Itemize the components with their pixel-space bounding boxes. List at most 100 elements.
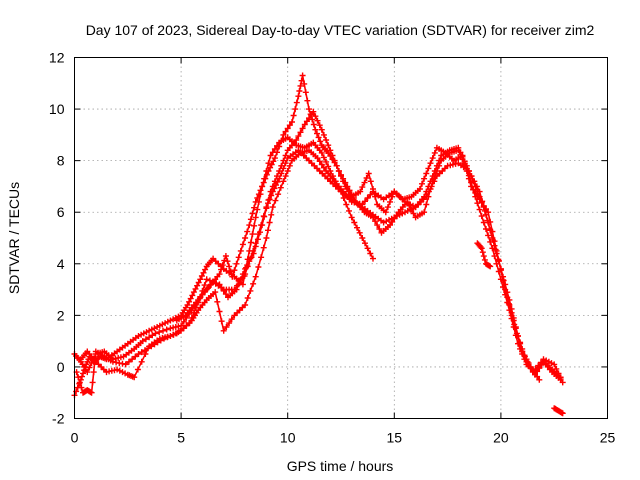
data-point-marker	[88, 389, 95, 396]
data-point-marker	[301, 80, 308, 87]
data-point-marker	[154, 339, 161, 346]
x-tick-label: 25	[600, 430, 616, 446]
data-point-marker	[254, 195, 261, 201]
data-point-marker	[203, 276, 210, 283]
data-point-marker	[267, 164, 274, 171]
data-point-marker	[309, 116, 316, 123]
data-point-marker	[216, 271, 223, 278]
data-point-marker	[210, 278, 217, 285]
data-point-marker	[367, 178, 374, 185]
data-point-marker	[483, 226, 489, 232]
data-point-marker	[267, 152, 274, 159]
data-point-marker	[534, 373, 541, 380]
data-point-marker	[314, 130, 320, 137]
data-point-marker	[218, 318, 225, 325]
data-point-marker	[536, 376, 543, 383]
data-point-marker	[459, 156, 466, 163]
data-point-marker	[275, 191, 282, 198]
chart-title: Day 107 of 2023, Sidereal Day-to-day VTE…	[86, 22, 595, 38]
data-point-marker	[199, 287, 206, 294]
data-point-marker	[278, 162, 285, 169]
data-point-marker	[331, 157, 338, 164]
data-point-marker	[508, 315, 515, 322]
data-point-marker	[455, 147, 462, 154]
data-point-marker	[316, 122, 323, 129]
data-point-marker	[202, 266, 209, 273]
data-point-marker	[299, 72, 306, 79]
data-point-marker	[276, 168, 283, 174]
data-point-marker	[423, 170, 430, 177]
data-point-marker	[250, 280, 257, 287]
data-point-marker	[277, 184, 284, 191]
data-point-marker	[190, 289, 197, 296]
x-tick-label: 15	[387, 430, 403, 446]
data-point-marker	[190, 309, 197, 316]
data-point-marker	[219, 262, 226, 269]
data-point-marker	[265, 168, 272, 174]
data-point-marker	[265, 197, 272, 203]
series-track-f	[551, 405, 566, 417]
plot-frame	[74, 57, 608, 419]
data-point-marker	[271, 178, 278, 185]
data-point-marker	[480, 202, 487, 209]
data-point-marker	[183, 322, 190, 329]
data-point-marker	[249, 210, 256, 217]
data-point-marker	[268, 211, 275, 218]
data-point-marker	[329, 152, 336, 159]
data-point-marker	[427, 160, 434, 167]
data-point-marker	[521, 356, 528, 363]
data-point-marker	[270, 158, 277, 165]
data-point-marker	[491, 253, 498, 260]
data-point-marker	[280, 131, 287, 138]
data-point-marker	[223, 324, 230, 330]
data-point-marker	[251, 204, 258, 211]
data-point-marker	[362, 198, 368, 205]
data-point-marker	[351, 219, 358, 226]
data-point-marker	[327, 147, 334, 154]
data-point-marker	[389, 193, 396, 200]
data-point-marker	[419, 180, 425, 187]
data-point-marker	[370, 186, 376, 192]
data-point-marker	[229, 273, 236, 280]
data-point-marker	[387, 198, 393, 205]
data-point-marker	[504, 299, 511, 306]
data-point-marker	[184, 302, 191, 308]
data-point-marker	[557, 374, 564, 381]
data-point-marker	[423, 201, 430, 208]
data-point-marker	[479, 249, 486, 256]
data-point-marker	[259, 183, 266, 190]
label-layer: 0 5 10 15 20 25 -2 0 2 4 6 8 10 12	[49, 50, 616, 446]
data-point-marker	[310, 121, 317, 128]
data-point-marker	[382, 209, 389, 216]
data-point-marker	[260, 179, 267, 186]
data-point-marker	[284, 168, 291, 174]
x-axis-title: GPS time / hours	[287, 458, 394, 474]
data-point-marker	[335, 168, 342, 174]
data-point-marker	[431, 149, 438, 156]
x-tick-label: 0	[71, 430, 79, 446]
data-point-marker	[308, 111, 315, 118]
data-point-marker	[421, 175, 428, 182]
data-point-marker	[226, 263, 233, 270]
data-point-marker	[139, 338, 146, 345]
data-point-marker	[408, 206, 415, 213]
data-point-marker	[160, 327, 166, 334]
data-point-marker	[194, 282, 201, 289]
data-point-marker	[393, 212, 400, 219]
data-point-marker	[303, 118, 310, 125]
data-point-marker	[476, 196, 483, 203]
data-point-marker	[274, 149, 280, 156]
data-point-marker	[497, 276, 504, 283]
data-point-marker	[247, 287, 254, 294]
data-point-marker	[167, 333, 174, 339]
data-point-marker	[75, 374, 82, 381]
data-point-marker	[145, 345, 152, 352]
data-point-marker	[156, 329, 163, 336]
data-point-marker	[370, 214, 376, 221]
data-point-marker	[265, 160, 272, 167]
data-point-marker	[220, 287, 227, 294]
data-point-marker	[472, 193, 479, 200]
x-tick-label: 20	[493, 430, 509, 446]
data-point-marker	[201, 282, 208, 289]
